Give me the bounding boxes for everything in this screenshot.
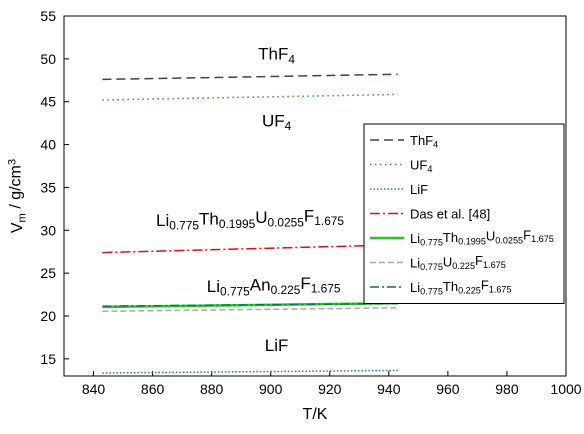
y-tick-label: 45 xyxy=(40,94,56,110)
y-tick-label: 40 xyxy=(40,137,56,153)
x-axis-label: T/K xyxy=(303,406,328,423)
series-line xyxy=(102,244,398,254)
y-tick-label: 35 xyxy=(40,179,56,195)
y-tick-label: 20 xyxy=(40,308,56,324)
series-line xyxy=(102,369,398,374)
y-tick-label: 50 xyxy=(40,51,56,67)
legend-label: LiF xyxy=(410,182,428,197)
y-tick-label: 30 xyxy=(40,222,56,238)
plot-frame xyxy=(63,15,567,377)
y-tick-label: 55 xyxy=(40,8,56,24)
y-tick-label: 25 xyxy=(40,265,56,281)
legend-label: Li0.775Th0.225F1.675 xyxy=(410,278,512,297)
x-tick-label: 940 xyxy=(377,381,401,397)
x-tick-label: 880 xyxy=(200,381,224,397)
x-tick-label: 960 xyxy=(436,381,460,397)
legend-label: Li0.775Th0.1995U0.0255F1.675 xyxy=(410,227,554,247)
x-tick-label: 920 xyxy=(318,381,342,397)
legend-label: ThF4 xyxy=(410,133,438,150)
annotation-label: LiF xyxy=(265,336,289,355)
series-line xyxy=(102,73,398,81)
series-line xyxy=(102,93,398,101)
x-tick-label: 840 xyxy=(82,381,106,397)
legend-label: Li0.775U0.225F1.675 xyxy=(410,253,506,272)
y-tick-label: 15 xyxy=(40,351,56,367)
annotation-label: UF4 xyxy=(262,112,292,134)
y-axis-label: Vm / g/cm3 xyxy=(7,159,29,233)
annotation-label: Li0.775Th0.1995U0.0255F1.675 xyxy=(156,206,344,232)
legend-label: UF4 xyxy=(410,158,432,175)
series-line xyxy=(102,302,398,307)
x-tick-label: 1000 xyxy=(550,381,581,397)
annotation-label: ThF4 xyxy=(258,45,295,67)
x-tick-label: 980 xyxy=(495,381,519,397)
annotation-label: Li0.775An0.225F1.675 xyxy=(207,274,341,299)
legend-label: Das et al. [48] xyxy=(410,207,490,222)
series-line xyxy=(102,307,398,313)
x-tick-label: 860 xyxy=(141,381,165,397)
x-tick-label: 900 xyxy=(259,381,283,397)
